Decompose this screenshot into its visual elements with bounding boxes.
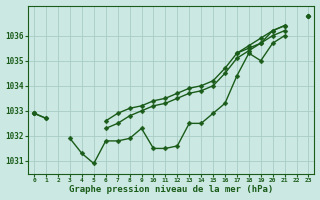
X-axis label: Graphe pression niveau de la mer (hPa): Graphe pression niveau de la mer (hPa) <box>69 185 274 194</box>
